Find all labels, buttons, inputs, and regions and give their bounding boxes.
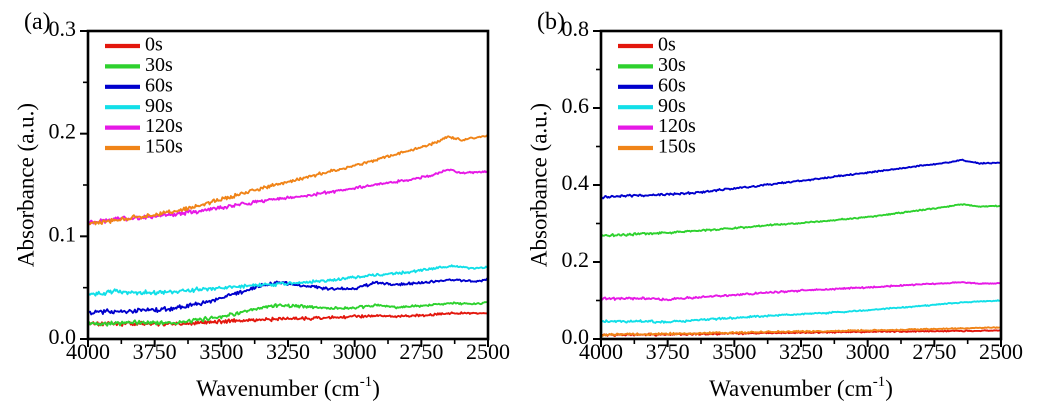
legend-label-90s: 90s bbox=[145, 95, 173, 117]
legend-label-60s: 60s bbox=[145, 74, 173, 96]
legend-label-30s: 30s bbox=[145, 54, 173, 76]
x-tick-label: 4000 bbox=[66, 339, 110, 364]
plot-frame bbox=[599, 29, 1003, 341]
series-30s-curve bbox=[89, 301, 487, 327]
y-tick-label: 0.0 bbox=[562, 324, 590, 349]
panel-letter: (b) bbox=[537, 9, 565, 35]
y-tick-label: 0.8 bbox=[562, 16, 590, 41]
legend-label-60s: 60s bbox=[658, 74, 686, 96]
series-120s-curve bbox=[602, 281, 1000, 302]
legend-label-120s: 120s bbox=[658, 115, 696, 137]
x-tick-label: 3250 bbox=[266, 339, 310, 364]
x-tick-label: 2750 bbox=[912, 339, 956, 364]
y-tick-label: 0.6 bbox=[562, 93, 590, 118]
x-tick-label: 3250 bbox=[779, 339, 823, 364]
series-60s-curve bbox=[602, 158, 1000, 200]
panel-b: 4000 3750 3500 3250 3000 2750 2500 0.0 0.2 0.4 0.6… bbox=[526, 9, 1023, 401]
x-tick-label: 2500 bbox=[979, 339, 1023, 364]
x-tick-label: 3000 bbox=[333, 339, 377, 364]
x-tick-label: 3000 bbox=[846, 339, 890, 364]
x-tick-label: 4000 bbox=[579, 339, 623, 364]
series-90s-curve bbox=[89, 264, 487, 297]
legend-label-150s: 150s bbox=[658, 136, 696, 158]
x-axis-title: Wavenumber (cm-1) bbox=[709, 374, 893, 401]
plot-frame bbox=[86, 29, 490, 341]
series-90s-curve bbox=[602, 299, 1000, 324]
y-tick-label: 0.2 bbox=[562, 247, 590, 272]
series-150s-curve bbox=[89, 134, 487, 226]
series-0s-curve bbox=[89, 311, 487, 327]
x-tick-label: 2750 bbox=[399, 339, 443, 364]
legend-label-120s: 120s bbox=[145, 115, 183, 137]
y-tick-label: 0.1 bbox=[49, 221, 77, 246]
series-150s-curve bbox=[602, 326, 1000, 337]
series-30s-curve bbox=[602, 203, 1000, 238]
panel-a: 4000 3750 3500 3250 3000 2750 2500 0.0 0.1 0.2 0.3… bbox=[13, 9, 510, 401]
legend-label-0s: 0s bbox=[145, 34, 163, 56]
y-tick-label: 0.2 bbox=[49, 119, 77, 144]
x-tick-label: 3750 bbox=[133, 339, 177, 364]
y-tick-label: 0.3 bbox=[49, 16, 77, 41]
legend-label-0s: 0s bbox=[658, 34, 676, 56]
legend-label-150s: 150s bbox=[145, 136, 183, 158]
x-tick-label: 3500 bbox=[199, 339, 243, 364]
x-tick-label: 3500 bbox=[712, 339, 756, 364]
x-axis-title: Wavenumber (cm-1) bbox=[196, 374, 380, 401]
x-tick-label: 3750 bbox=[646, 339, 690, 364]
x-tick-label: 2500 bbox=[466, 339, 510, 364]
y-tick-label: 0.4 bbox=[562, 170, 590, 195]
y-axis-title: Absorbance (a.u.) bbox=[13, 103, 38, 267]
legend-label-90s: 90s bbox=[658, 95, 686, 117]
y-tick-label: 0.0 bbox=[49, 324, 77, 349]
y-axis-title: Absorbance (a.u.) bbox=[526, 103, 551, 267]
legend-label-30s: 30s bbox=[658, 54, 686, 76]
panel-letter: (a) bbox=[24, 9, 51, 35]
